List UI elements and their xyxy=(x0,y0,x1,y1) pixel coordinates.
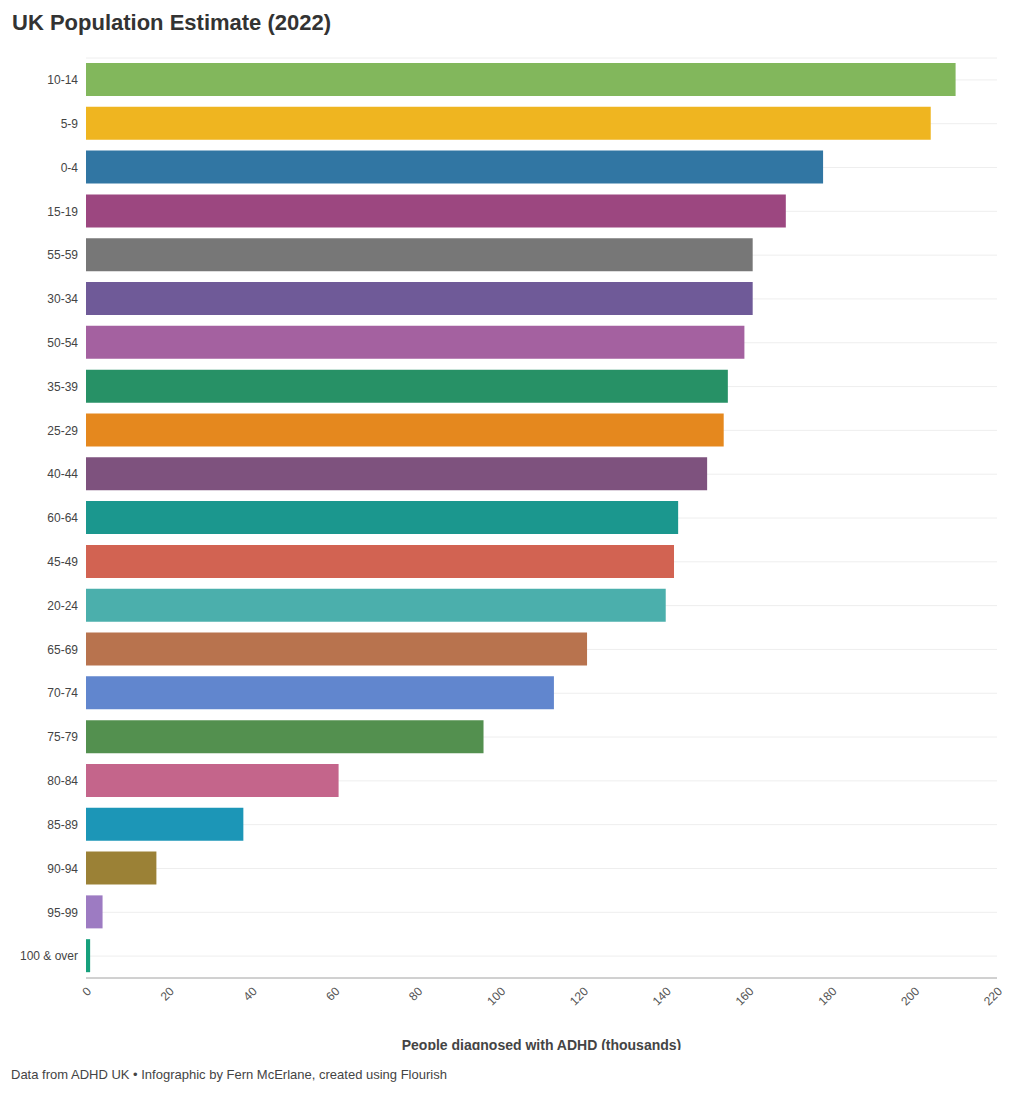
svg-text:180: 180 xyxy=(815,984,839,1008)
svg-text:0-4: 0-4 xyxy=(61,161,79,175)
svg-text:65-69: 65-69 xyxy=(47,643,78,657)
svg-text:10-14: 10-14 xyxy=(47,73,78,87)
svg-text:85-89: 85-89 xyxy=(47,818,78,832)
svg-text:60: 60 xyxy=(323,984,343,1004)
svg-text:5-9: 5-9 xyxy=(61,117,79,131)
svg-text:40: 40 xyxy=(240,984,260,1004)
svg-text:100 & over: 100 & over xyxy=(20,949,78,963)
svg-text:220: 220 xyxy=(981,984,1005,1008)
html-text:Data from ADHD UK • Infographi: Data from ADHD UK • Infographic by Fern … xyxy=(11,1067,447,1082)
svg-text:30-34: 30-34 xyxy=(47,292,78,306)
svg-text:120: 120 xyxy=(567,984,591,1008)
svg-text:70-74: 70-74 xyxy=(47,686,78,700)
svg-text:60-64: 60-64 xyxy=(47,511,78,525)
svg-text:160: 160 xyxy=(733,984,757,1008)
svg-text:95-99: 95-99 xyxy=(47,906,78,920)
svg-text:200: 200 xyxy=(898,984,922,1008)
svg-text:90-94: 90-94 xyxy=(47,862,78,876)
svg-text:140: 140 xyxy=(650,984,674,1008)
svg-text:75-79: 75-79 xyxy=(47,730,78,744)
svg-text:People diagnosed with ADHD (th: People diagnosed with ADHD (thousands) xyxy=(402,1037,682,1050)
svg-text:80: 80 xyxy=(406,984,426,1004)
svg-text:100: 100 xyxy=(484,984,508,1008)
svg-text:40-44: 40-44 xyxy=(47,467,78,481)
svg-text:45-49: 45-49 xyxy=(47,555,78,569)
svg-text:0: 0 xyxy=(80,984,95,999)
svg-text:15-19: 15-19 xyxy=(47,205,78,219)
svg-text:20-24: 20-24 xyxy=(47,599,78,613)
svg-text:35-39: 35-39 xyxy=(47,380,78,394)
svg-text:25-29: 25-29 xyxy=(47,424,78,438)
svg-text:20: 20 xyxy=(158,984,178,1004)
svg-text:55-59: 55-59 xyxy=(47,248,78,262)
svg-text:50-54: 50-54 xyxy=(47,336,78,350)
html-text:UK Population Estimate (2022): UK Population Estimate (2022) xyxy=(12,10,332,35)
svg-text:80-84: 80-84 xyxy=(47,774,78,788)
